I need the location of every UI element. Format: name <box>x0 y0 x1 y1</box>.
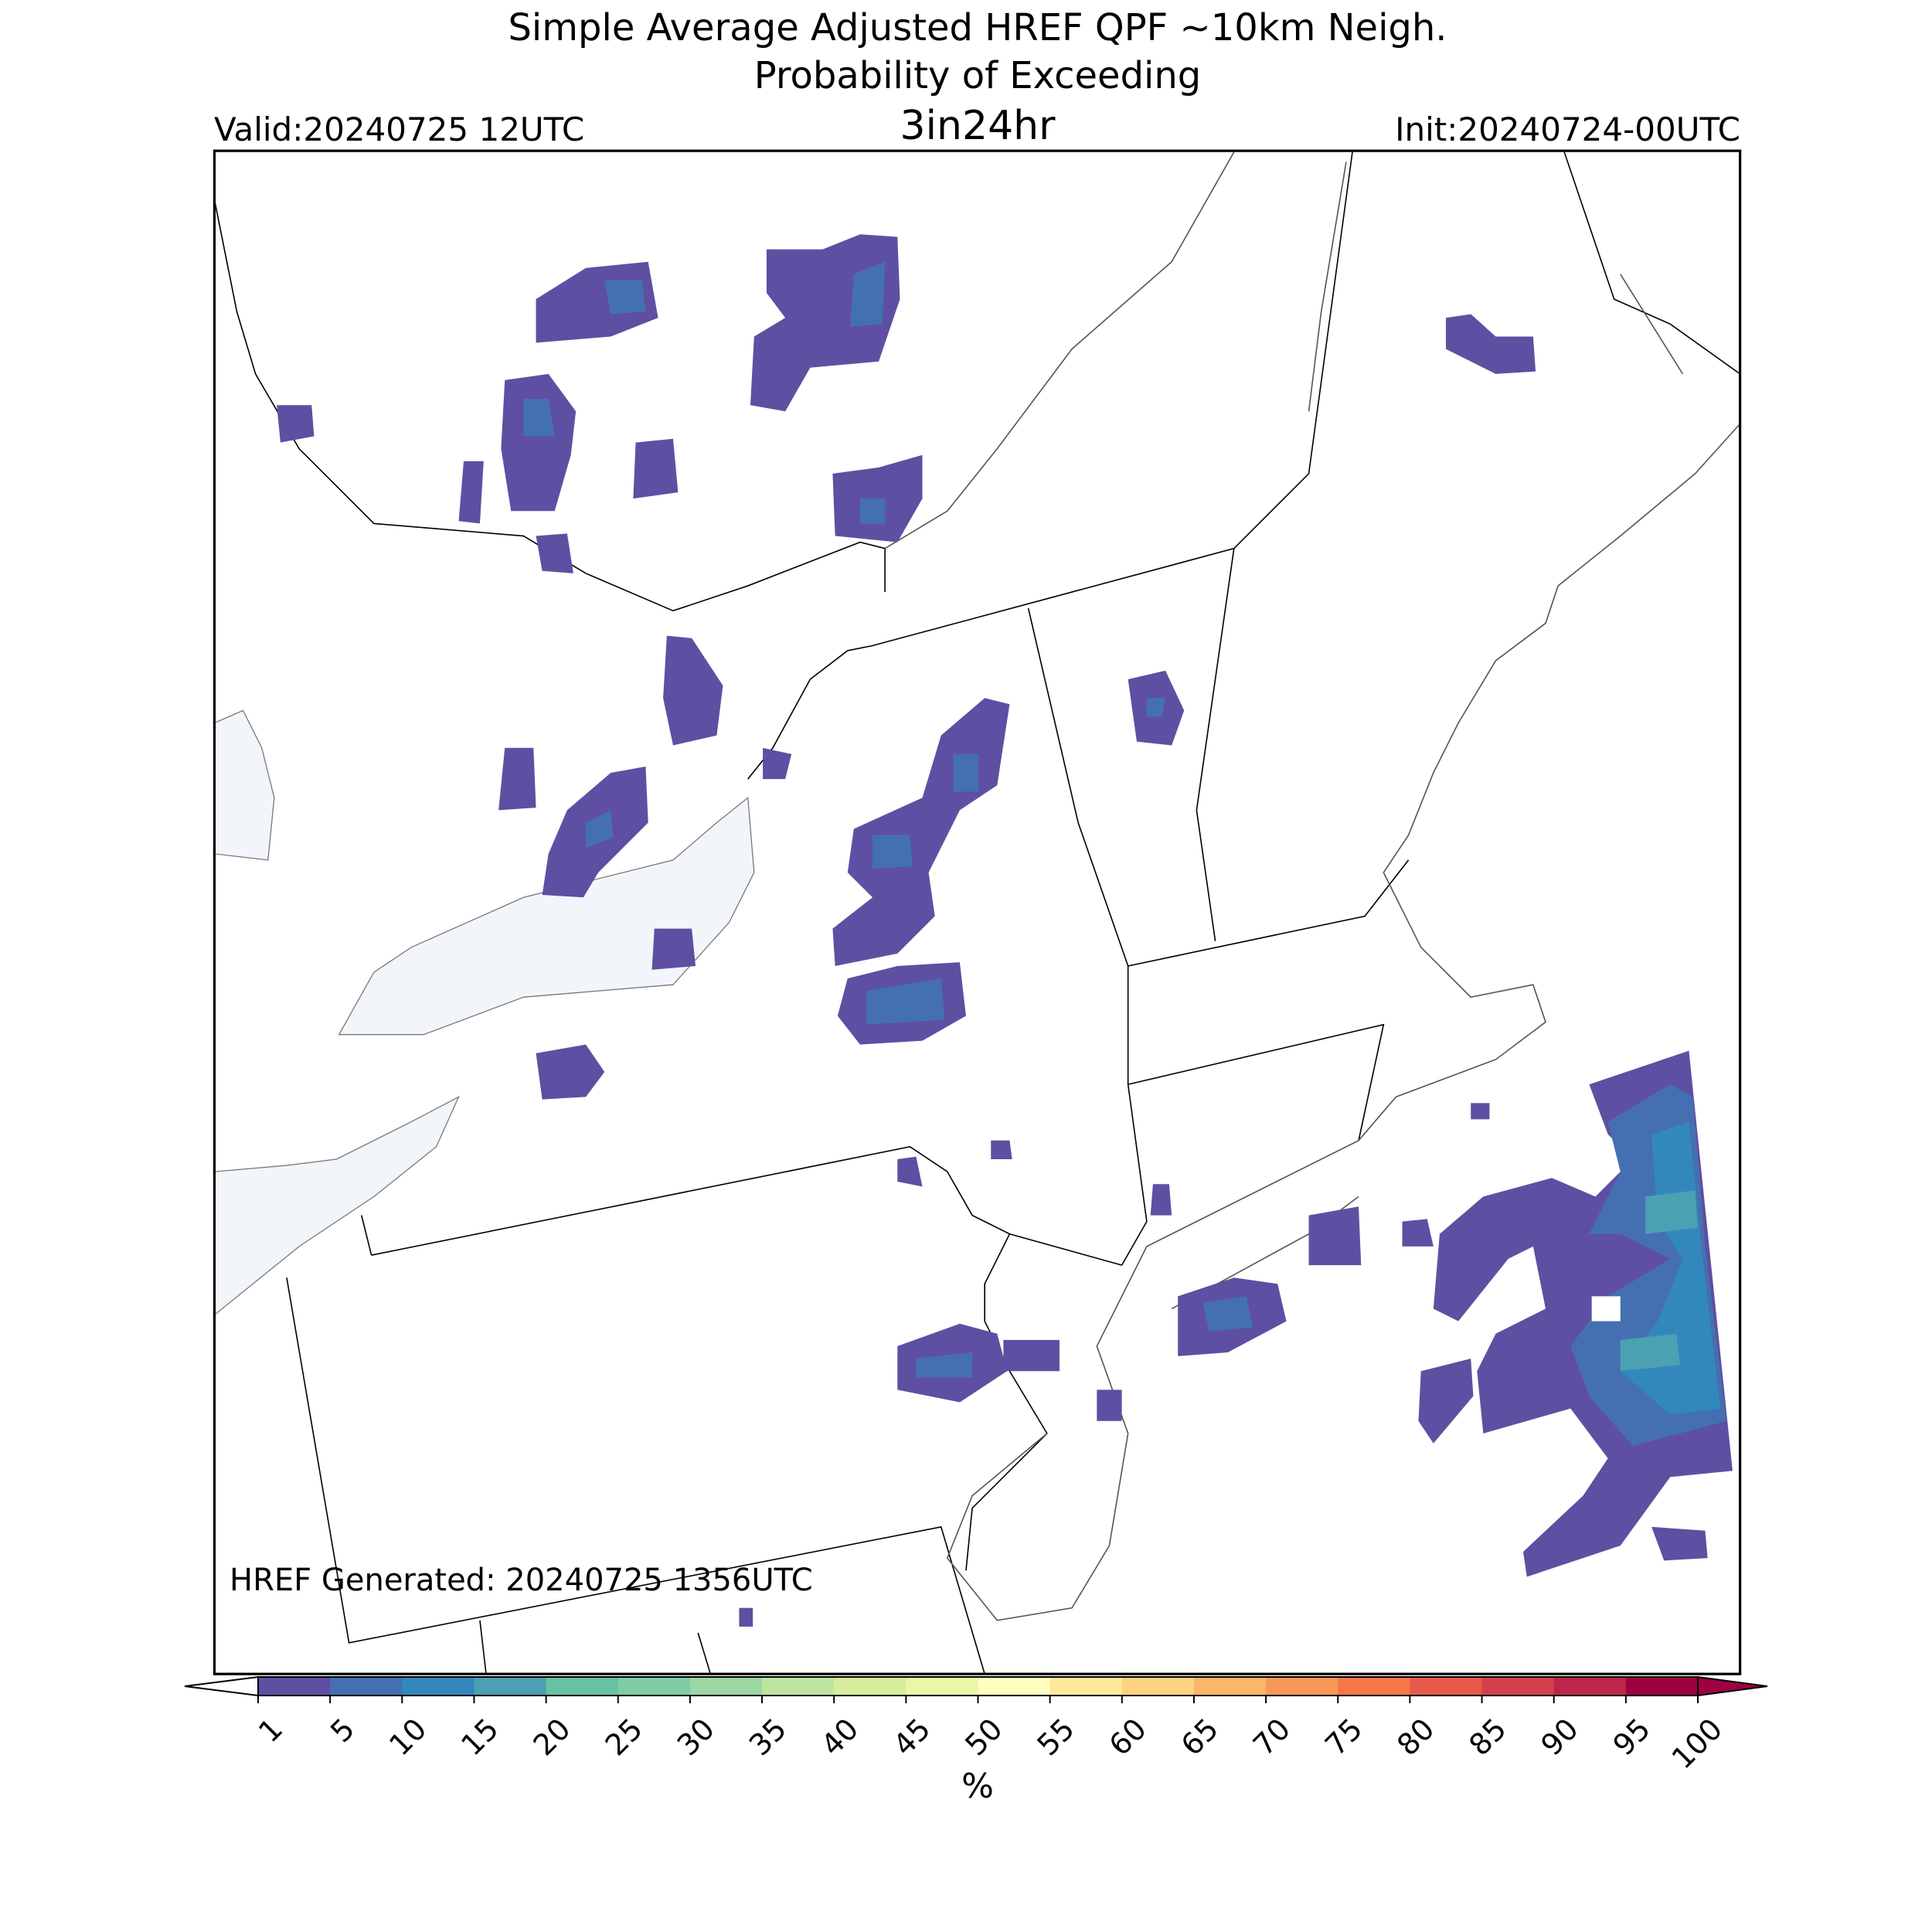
colorbar-segment <box>689 1677 763 1696</box>
colorbar-segment <box>1049 1677 1123 1696</box>
border <box>1128 859 1410 967</box>
colorbar-segment <box>617 1677 691 1696</box>
colorbar-segment <box>1481 1677 1555 1696</box>
colorbar-segment <box>978 1677 1051 1696</box>
colorbar-segment <box>1266 1677 1338 1696</box>
border <box>1027 607 1148 1266</box>
colorbar-segment <box>1193 1677 1267 1696</box>
border <box>360 1146 1122 1266</box>
title-line: Probability of Exceeding <box>754 54 1202 97</box>
colorbar-segment <box>1410 1677 1483 1696</box>
border <box>479 1620 712 1675</box>
colorbar-segment <box>330 1677 403 1696</box>
colorbar-segment <box>474 1677 547 1696</box>
st-lawrence <box>884 151 1235 549</box>
colorbar-segment <box>1338 1677 1410 1696</box>
title-line: Simple Average Adjusted HREF QPF ~10km N… <box>508 6 1447 49</box>
generated-note: HREF Generated: 20240725 1356UTC <box>230 1563 813 1598</box>
colorbar-segment <box>906 1677 978 1696</box>
lake-erie <box>214 1095 460 1316</box>
border <box>965 1233 1048 1571</box>
colorbar-segment <box>1625 1677 1699 1696</box>
border <box>1196 548 1235 941</box>
border <box>1563 151 1740 375</box>
colorbar-segment <box>834 1677 906 1696</box>
init-time: Init:20240724-00UTC <box>1395 111 1740 148</box>
colorbar-segment <box>402 1677 474 1696</box>
colorbar-segment <box>1121 1677 1195 1696</box>
colorbar-segment <box>258 1677 331 1696</box>
border <box>1128 1023 1385 1141</box>
border <box>872 151 1353 647</box>
map-content <box>214 151 1740 1675</box>
colorbar-label: % <box>961 1767 994 1806</box>
colorbar-segment <box>546 1677 619 1696</box>
colorbar-segment <box>1553 1677 1627 1696</box>
lake-ontario <box>338 796 755 1036</box>
coastline <box>946 423 1740 1621</box>
river <box>1308 162 1684 412</box>
map <box>213 149 1742 1675</box>
colorbar-segment <box>762 1677 835 1696</box>
lake-simcoe <box>214 709 275 861</box>
threshold: 3in24hr <box>900 103 1056 149</box>
probability-areas <box>277 234 1733 1627</box>
map-frame <box>213 149 1742 1675</box>
valid-time: Valid:20240725 12UTC <box>214 111 584 148</box>
border <box>286 1277 985 1675</box>
